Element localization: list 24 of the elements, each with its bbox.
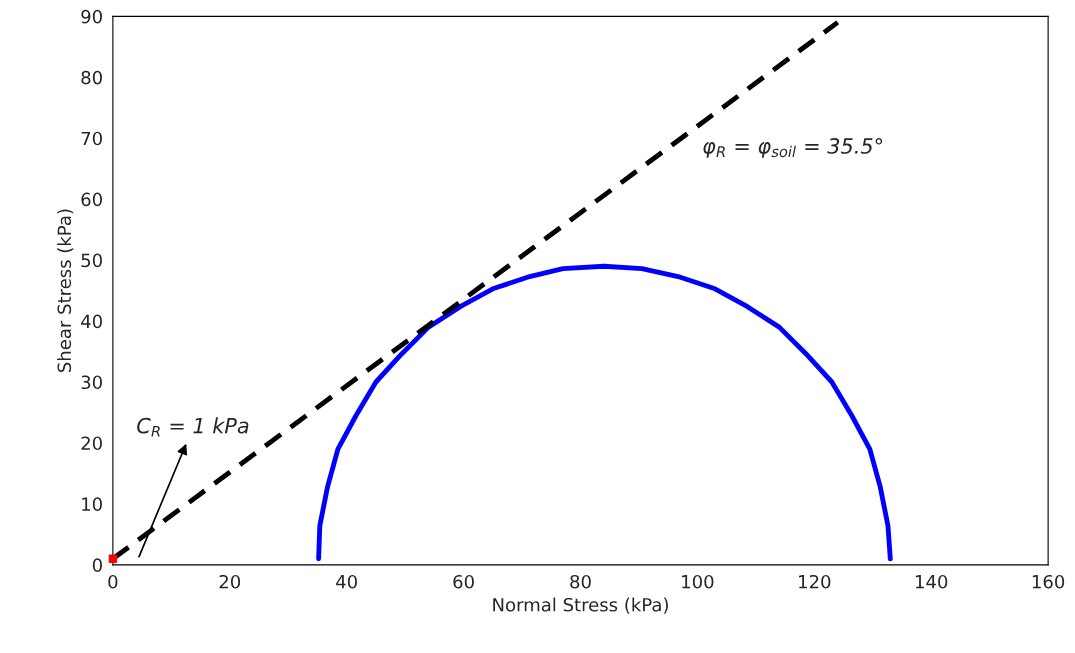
y-tick-label: 30: [81, 375, 102, 390]
x-tick-label: 160: [1032, 574, 1065, 589]
y-tick-label: 40: [81, 314, 102, 329]
y-tick-label: 90: [81, 9, 102, 24]
y-tick-label: 20: [81, 436, 102, 451]
annotation: C$_{R}$ = 1 kPa: [137, 417, 249, 437]
y-tick-label: 50: [81, 253, 102, 268]
x-tick-label: 120: [799, 574, 831, 589]
y-tick-label: 80: [81, 70, 102, 85]
x-tick-label: 40: [336, 574, 357, 589]
x-tick-label: 60: [453, 574, 474, 589]
line-series: [316, 263, 893, 562]
x-tick-label: 100: [682, 574, 714, 589]
y-axis-title: Shear Stress (kPa): [57, 209, 74, 372]
x-tick-label: 140: [915, 574, 948, 589]
y-tick-label: 0: [92, 558, 102, 572]
y-tick-label: 10: [82, 497, 102, 512]
x-tick-label: 0: [108, 574, 118, 589]
y-tick-label: 60: [81, 192, 102, 207]
y-tick-label: 70: [81, 131, 102, 146]
x-tick-label: 20: [219, 574, 241, 589]
x-tick-label: 80: [570, 574, 591, 589]
annotation: φ$_{R}$ = φ$_{soil}$ = 35.5°: [703, 138, 883, 158]
x-axis-title: Normal Stress (kPa): [493, 597, 668, 614]
